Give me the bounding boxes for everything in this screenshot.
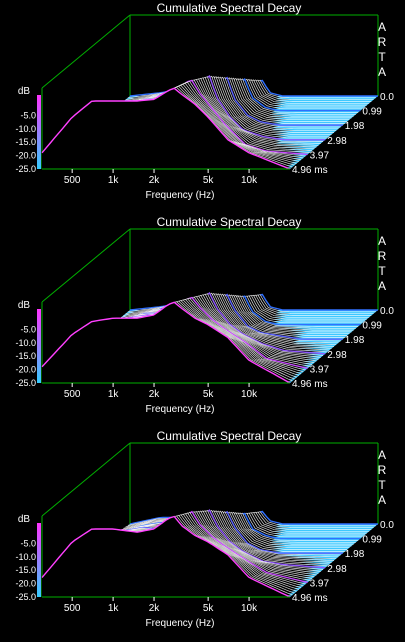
db-tick-label: -5.0 <box>20 110 36 120</box>
chart-title: Cumulative Spectral Decay <box>157 215 302 229</box>
frequency-axis-label: Frequency (Hz) <box>146 618 215 629</box>
time-tick-label: 0.0 <box>380 520 394 531</box>
db-tick-label: -20.0 <box>15 365 36 375</box>
frequency-tick-label: 1k <box>108 389 120 400</box>
time-tick-label: 2.98 <box>327 136 347 147</box>
time-tick-label: 0.0 <box>380 92 394 103</box>
time-tick-label: 3.97 <box>310 150 330 161</box>
db-axis-label: dB <box>18 514 31 525</box>
frame-left-diag <box>41 228 131 303</box>
db-tick-label: -5.0 <box>20 538 36 548</box>
db-tick-label: -25.0 <box>15 592 36 602</box>
frequency-tick-label: 1k <box>108 603 120 614</box>
time-tick-label: 2.98 <box>327 350 347 361</box>
time-tick-label: 1.98 <box>345 121 365 132</box>
csd-chart-svg: Cumulative Spectral DecayARTAdB-5.0-10.0… <box>15 1 394 201</box>
db-tick-label: -5.0 <box>20 324 36 334</box>
decay-slice-line <box>41 87 291 170</box>
frequency-tick-label: 2k <box>149 175 161 186</box>
brand-letter: A <box>378 279 386 293</box>
db-scale-bar <box>37 95 41 169</box>
time-tick-label: 0.99 <box>362 107 382 118</box>
db-tick-label: -10.0 <box>15 552 36 562</box>
csd-chart-svg: Cumulative Spectral DecayARTAdB-5.0-10.0… <box>15 429 394 629</box>
brand-letter: R <box>378 249 387 263</box>
frequency-tick-label: 2k <box>149 603 161 614</box>
brand-letter: A <box>378 20 386 34</box>
brand-letter: A <box>378 493 386 507</box>
db-tick-label: -10.0 <box>15 124 36 134</box>
db-tick-label: -20.0 <box>15 151 36 161</box>
frequency-axis-label: Frequency (Hz) <box>146 404 215 415</box>
frequency-tick-label: 1k <box>108 175 120 186</box>
brand-letter: T <box>378 264 386 278</box>
brand-letter: A <box>378 448 386 462</box>
frame-left-diag <box>41 442 131 517</box>
chart-title: Cumulative Spectral Decay <box>157 1 302 15</box>
frequency-tick-label: 2k <box>149 389 161 400</box>
time-tick-label: 0.99 <box>362 535 382 546</box>
db-axis-label: dB <box>18 300 31 311</box>
decay-slice-line <box>41 301 291 384</box>
frequency-tick-label: 10k <box>241 389 258 400</box>
frequency-tick-label: 500 <box>64 389 81 400</box>
db-scale-bar <box>37 523 41 597</box>
db-tick-label: -25.0 <box>15 164 36 174</box>
brand-letter: T <box>378 50 386 64</box>
time-tick-label: 2.98 <box>327 564 347 575</box>
brand-letter: A <box>378 234 386 248</box>
decay-slice-fill <box>42 88 290 169</box>
frequency-tick-label: 10k <box>241 175 258 186</box>
decay-slice-fill <box>42 302 290 383</box>
db-scale-bar <box>37 309 41 383</box>
db-tick-label: -15.0 <box>15 565 36 575</box>
time-tick-label: 1.98 <box>345 335 365 346</box>
db-tick-label: -10.0 <box>15 338 36 348</box>
frequency-tick-label: 5k <box>203 603 215 614</box>
frame-left-diag <box>41 14 131 89</box>
time-tick-label: 0.99 <box>362 321 382 332</box>
brand-letter: R <box>378 35 387 49</box>
brand-letter: A <box>378 65 386 79</box>
time-tick-label: 3.97 <box>310 578 330 589</box>
db-tick-label: -15.0 <box>15 351 36 361</box>
frequency-tick-label: 500 <box>64 603 81 614</box>
decay-slice-fill <box>42 516 290 597</box>
time-tick-label: 3.97 <box>310 364 330 375</box>
db-tick-label: -15.0 <box>15 137 36 147</box>
frequency-tick-label: 500 <box>64 175 81 186</box>
time-tick-label: 4.96 ms <box>292 593 328 604</box>
decay-slice-line <box>41 515 291 598</box>
brand-letter: T <box>378 478 386 492</box>
time-tick-label: 4.96 ms <box>292 379 328 390</box>
db-axis-label: dB <box>18 86 31 97</box>
csd-chart-svg: Cumulative Spectral DecayARTAdB-5.0-10.0… <box>15 215 394 415</box>
frequency-tick-label: 5k <box>203 175 215 186</box>
time-tick-label: 0.0 <box>380 306 394 317</box>
frequency-tick-label: 5k <box>203 389 215 400</box>
db-tick-label: -25.0 <box>15 378 36 388</box>
time-tick-label: 1.98 <box>345 549 365 560</box>
db-tick-label: -20.0 <box>15 579 36 589</box>
brand-letter: R <box>378 463 387 477</box>
frequency-axis-label: Frequency (Hz) <box>146 190 215 201</box>
time-tick-label: 4.96 ms <box>292 165 328 176</box>
chart-title: Cumulative Spectral Decay <box>157 429 302 443</box>
frequency-tick-label: 10k <box>241 603 258 614</box>
